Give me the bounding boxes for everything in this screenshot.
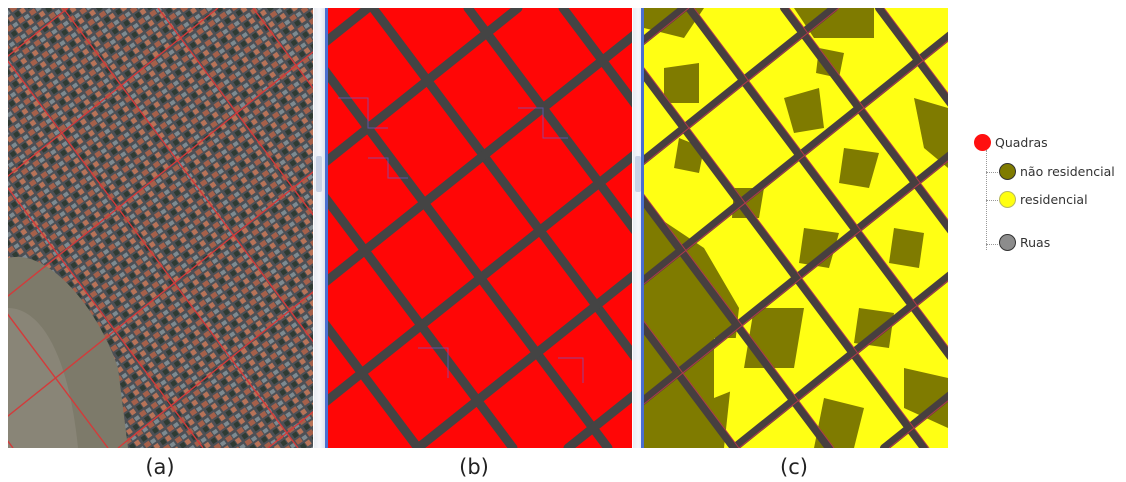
street-line — [644, 40, 948, 285]
street-line — [730, 271, 948, 448]
street-line — [328, 31, 632, 286]
street-line — [157, 8, 313, 216]
street-line — [252, 8, 313, 90]
splitter-grip[interactable] — [316, 156, 322, 192]
street-line — [558, 8, 632, 108]
street-line — [8, 51, 313, 297]
land-use-map — [644, 8, 948, 448]
blocks-map-panel — [328, 8, 632, 448]
legend-item-quadras[interactable]: Quadras — [974, 134, 1048, 151]
land-use-map-panel — [644, 8, 948, 448]
block-outlines — [644, 8, 948, 448]
pane-splitter[interactable] — [633, 8, 644, 448]
street-line — [883, 8, 948, 95]
street-line — [644, 8, 840, 165]
blocks-map — [328, 8, 632, 448]
street-line — [8, 60, 299, 448]
street-line — [62, 8, 313, 343]
street-network — [644, 8, 948, 448]
street-line — [644, 31, 948, 286]
street-line — [644, 193, 835, 448]
satellite-image-panel — [8, 8, 313, 448]
panel-caption-a: (a) — [145, 455, 175, 479]
street-line — [738, 280, 948, 448]
legend-swatch-icon — [999, 191, 1016, 208]
legend-label: não residencial — [1020, 164, 1115, 179]
street-line — [328, 8, 523, 166]
street-line — [328, 67, 613, 448]
lot-outlines — [338, 97, 584, 383]
street-line — [8, 8, 219, 177]
panel-caption-b: (b) — [459, 455, 489, 479]
legend-item-nao-residencial: não residencial — [999, 163, 1115, 180]
street-line — [644, 194, 833, 448]
street-line — [644, 68, 928, 448]
panel-caption-c: (c) — [780, 455, 808, 479]
street-line — [644, 320, 740, 448]
non-residential-areas — [644, 8, 948, 448]
street-line — [644, 67, 930, 448]
street-line — [413, 271, 632, 448]
legend-swatch-icon — [999, 163, 1016, 180]
legend-label: Quadras — [995, 135, 1048, 150]
legend-label: Ruas — [1020, 235, 1051, 250]
street-line — [117, 291, 313, 448]
street-line — [780, 8, 948, 234]
block-outlines — [8, 8, 313, 448]
street-line — [875, 8, 948, 107]
street-line — [328, 151, 632, 406]
street-line — [8, 171, 313, 417]
satellite-image — [8, 8, 313, 448]
street-line — [463, 8, 632, 235]
legend-item-ruas[interactable]: Ruas — [999, 234, 1050, 251]
splitter-grip[interactable] — [635, 156, 641, 192]
street-line — [644, 8, 838, 166]
street-line — [8, 313, 109, 448]
street-line — [328, 193, 518, 448]
map-legend: Quadras não residencial residencial Ruas — [972, 130, 1122, 270]
legend-label: residencial — [1020, 192, 1088, 207]
street-line — [8, 186, 204, 448]
street-line — [693, 8, 948, 348]
residential-areas — [714, 338, 744, 398]
legend-item-residencial: residencial — [999, 191, 1088, 208]
street-network — [328, 8, 632, 448]
frame-edge — [325, 8, 328, 448]
street-line — [788, 8, 948, 221]
street-line — [644, 160, 948, 405]
legend-swatch-icon — [974, 134, 991, 151]
pane-splitter[interactable] — [314, 8, 325, 448]
frame-edge — [641, 8, 644, 448]
legend-swatch-icon — [999, 234, 1016, 251]
